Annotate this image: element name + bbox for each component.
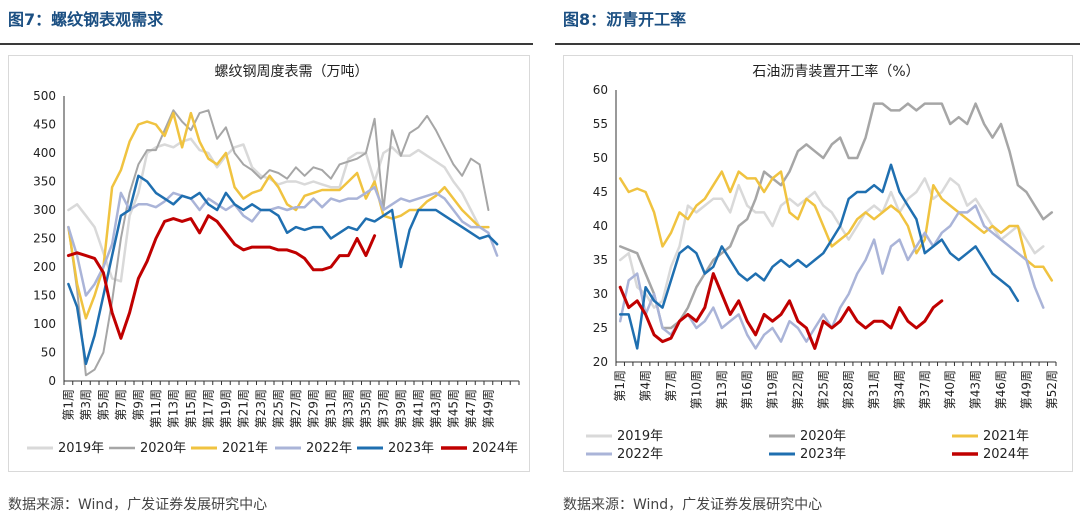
legend-label: 2024年 [983, 447, 1029, 462]
x-tick-label: 第1周 [613, 370, 627, 402]
x-tick-label: 第21周 [236, 389, 250, 428]
series-line-2024年 [66, 214, 377, 340]
legend-label: 2020年 [140, 441, 186, 456]
source-note-right: 数据来源：Wind，广发证券发展研究中心 [563, 497, 823, 513]
legend-label: 2021年 [983, 429, 1029, 444]
chart-panel-right: 石油沥青装置开工率（%） 20 25 30 35 40 45 50 55 60 第1周 第4周 第7周第… [563, 55, 1073, 472]
x-tick-label: 第5周 [96, 389, 110, 421]
y-tick-label: 400 [33, 146, 56, 160]
legend-label: 2021年 [222, 441, 268, 456]
chart-title: 螺纹钢周度表需（万吨） [215, 64, 369, 80]
x-tick-label: 第3周 [79, 389, 93, 421]
x-tick-label: 第52周 [1045, 370, 1059, 409]
y-tick-label: 30 [593, 287, 608, 301]
x-tick-label: 第7周 [664, 370, 678, 402]
x-tick-label: 第47周 [464, 389, 478, 428]
y-tick-label: 200 [33, 260, 56, 274]
series-line-2019年 [618, 177, 1045, 309]
x-tick-label: 第45周 [446, 389, 460, 428]
y-tick-label: 50 [41, 346, 56, 360]
y-tick-label: 100 [33, 317, 56, 331]
y-tick-label: 250 [33, 232, 56, 246]
x-tick-label: 第41周 [411, 389, 425, 428]
y-tick-label: 35 [593, 253, 608, 267]
x-tick-label: 第33周 [341, 389, 355, 428]
legend-label: 2024年 [472, 441, 518, 456]
legend-label: 2019年 [617, 429, 663, 444]
series-line-2023年 [67, 174, 499, 366]
x-tick-label: 第34周 [892, 370, 906, 409]
y-tick-label: 50 [593, 151, 608, 165]
x-tick-label: 第9周 [131, 389, 145, 421]
x-tick-label: 第37周 [918, 370, 932, 409]
x-tick-label: 第43周 [969, 370, 983, 409]
legend-label: 2023年 [800, 447, 846, 462]
x-tick-label: 第13周 [166, 389, 180, 428]
x-tick-label: 第13周 [715, 370, 729, 409]
x-tick-label: 第39周 [394, 389, 408, 428]
series-line-2023年 [618, 163, 1020, 350]
y-tick-label: 450 [33, 118, 56, 132]
series-line-2020年 [67, 109, 490, 377]
y-tick-label: 0 [48, 374, 56, 388]
chart-panel-left: 螺纹钢周度表需（万吨） 0 50 100 150 200 250 300 350 400 450 50… [8, 55, 530, 472]
x-tick-label: 第16周 [740, 370, 754, 409]
y-tick-label: 55 [593, 117, 608, 131]
series-line-2024年 [618, 272, 944, 350]
title-rule-right [555, 43, 1080, 45]
figure-title-right: 图8：沥青开工率 [563, 10, 687, 29]
x-tick-label: 第22周 [791, 370, 805, 409]
x-tick-label: 第11周 [149, 389, 163, 428]
chart-title: 石油沥青装置开工率（%） [752, 63, 919, 80]
x-tick-label: 第25周 [816, 370, 830, 409]
series-line-2020年 [618, 102, 1054, 330]
x-tick-label: 第1周 [61, 389, 75, 421]
legend-label: 2022年 [306, 441, 352, 456]
x-tick-label: 第17周 [201, 389, 215, 428]
y-tick-label: 40 [593, 219, 608, 233]
x-tick-label: 第49周 [481, 389, 495, 428]
y-tick-label: 25 [593, 321, 608, 335]
y-tick-label: 300 [33, 203, 56, 217]
x-tick-label: 第28周 [842, 370, 856, 409]
x-tick-label: 第4周 [639, 370, 653, 402]
x-tick-label: 第31周 [324, 389, 338, 428]
legend-label: 2020年 [800, 429, 846, 444]
x-tick-label: 第10周 [689, 370, 703, 409]
x-tick-label: 第37周 [376, 389, 390, 428]
y-tick-label: 350 [33, 175, 56, 189]
x-tick-label: 第7周 [114, 389, 128, 421]
legend-label: 2023年 [388, 441, 434, 456]
x-tick-label: 第40周 [943, 370, 957, 409]
x-tick-label: 第23周 [254, 389, 268, 428]
y-tick-label: 150 [33, 289, 56, 303]
title-rule-left [0, 43, 533, 45]
x-tick-label: 第27周 [289, 389, 303, 428]
chart-asphalt-utilization: 石油沥青装置开工率（%）202530354045505560第1周 第4周 第7周第… [586, 63, 1059, 462]
y-tick-label: 45 [593, 185, 608, 199]
legend-label: 2022年 [617, 447, 663, 462]
figure-title-left: 图7：螺纹钢表观需求 [8, 10, 164, 29]
series-line-2021年 [618, 170, 1054, 282]
x-tick-label: 第29周 [306, 389, 320, 428]
x-tick-label: 第43周 [429, 389, 443, 428]
x-tick-label: 第35周 [359, 389, 373, 428]
x-tick-label: 第15周 [184, 389, 198, 428]
y-tick-label: 60 [593, 83, 608, 97]
x-tick-label: 第25周 [271, 389, 285, 428]
x-tick-label: 第19周 [766, 370, 780, 409]
source-note-left: 数据来源：Wind，广发证券发展研究中心 [8, 497, 268, 513]
legend-label: 2019年 [58, 441, 104, 456]
y-tick-label: 20 [593, 355, 608, 369]
chart-rebar-demand: 螺纹钢周度表需（万吨） 0 50 100 150 200 250 300 350 400 450 50… [27, 64, 520, 456]
x-tick-label: 第19周 [219, 389, 233, 428]
series-line-2022年 [67, 185, 499, 297]
x-tick-label: 第31周 [867, 370, 881, 409]
y-tick-label: 500 [33, 89, 56, 103]
x-tick-label: 第46周 [994, 370, 1008, 409]
x-tick-label: 第49周 [1019, 370, 1033, 409]
